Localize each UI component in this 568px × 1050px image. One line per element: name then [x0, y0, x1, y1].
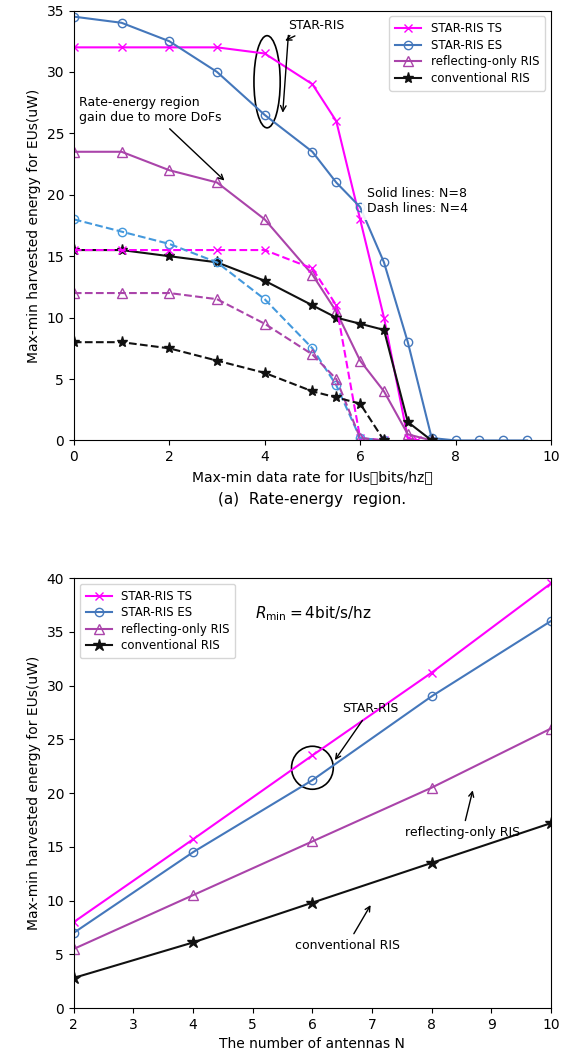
Text: Rate-energy region
gain due to more DoFs: Rate-energy region gain due to more DoFs: [78, 96, 223, 180]
Y-axis label: Max-min harvested energy for EUs(uW): Max-min harvested energy for EUs(uW): [27, 88, 41, 362]
Legend: STAR-RIS TS, STAR-RIS ES, reflecting-only RIS, conventional RIS: STAR-RIS TS, STAR-RIS ES, reflecting-onl…: [80, 584, 236, 658]
Text: $R_{\mathrm{min}} = 4\mathrm{bit/s/hz}$: $R_{\mathrm{min}} = 4\mathrm{bit/s/hz}$: [255, 604, 372, 623]
Text: conventional RIS: conventional RIS: [295, 906, 399, 952]
Text: STAR-RIS: STAR-RIS: [286, 19, 345, 40]
Text: STAR-RIS: STAR-RIS: [336, 702, 399, 759]
Legend: STAR-RIS TS, STAR-RIS ES, reflecting-only RIS, conventional RIS: STAR-RIS TS, STAR-RIS ES, reflecting-onl…: [389, 17, 545, 91]
X-axis label: Max-min data rate for IUs（bits/hz）: Max-min data rate for IUs（bits/hz）: [192, 469, 433, 484]
X-axis label: The number of antennas N: The number of antennas N: [219, 1037, 406, 1050]
Text: Solid lines: N=8
Dash lines: N=4: Solid lines: N=8 Dash lines: N=4: [367, 187, 468, 215]
Y-axis label: Max-min harvested energy for EUs(uW): Max-min harvested energy for EUs(uW): [27, 656, 41, 930]
Text: reflecting-only RIS: reflecting-only RIS: [405, 792, 520, 839]
Text: (a)  Rate-energy  region.: (a) Rate-energy region.: [218, 492, 407, 507]
